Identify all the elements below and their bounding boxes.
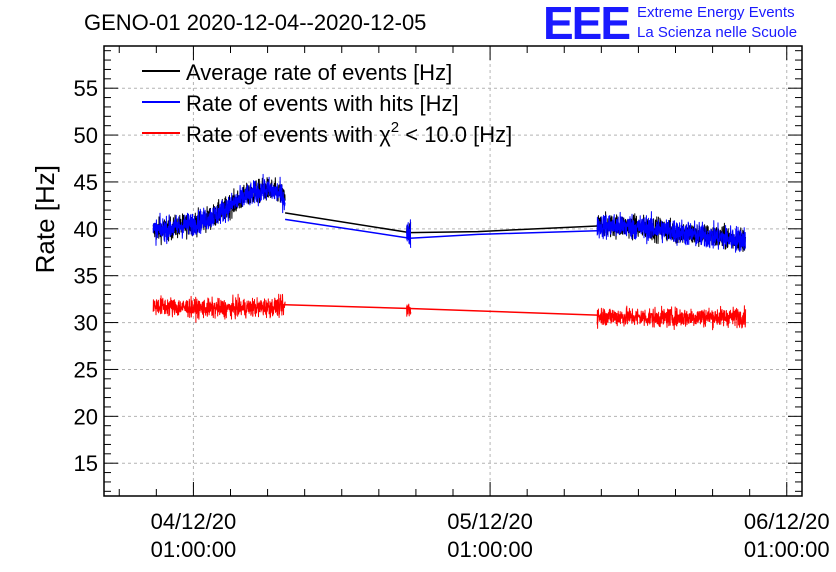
y-tick-label: 45: [74, 170, 98, 195]
y-tick-label: 30: [74, 311, 98, 336]
y-tick-label: 20: [74, 404, 98, 429]
x-tick-label-date: 04/12/20: [151, 509, 237, 534]
legend-label-1: Rate of events with hits [Hz]: [186, 91, 459, 116]
series-2-segment-0: [152, 293, 286, 323]
grid: [104, 46, 802, 496]
axes: 15 20 25 30 35 40 45 50 55 04/12/20 01:00:00 05/12/…: [74, 45, 830, 562]
legend-label-0: Average rate of events [Hz]: [186, 60, 452, 85]
series-1-segment-0: [152, 173, 286, 246]
logo-line-2: La Scienza nelle Scuole: [637, 24, 798, 41]
legend: Average rate of events [Hz] Rate of event…: [142, 60, 512, 147]
x-tick-label-time: 01:00:00: [744, 537, 830, 562]
series-2-segment-2: [406, 303, 412, 317]
y-tick-label: 15: [74, 451, 98, 476]
series-2: [152, 293, 747, 331]
y-tick-label: 40: [74, 217, 98, 242]
y-tick-label: 25: [74, 357, 98, 382]
x-tick-label-date: 06/12/20: [744, 509, 830, 534]
series-1-segment-2: [406, 219, 412, 248]
y-tick-label: 50: [74, 123, 98, 148]
x-tick-label-time: 01:00:00: [151, 537, 237, 562]
series-1-segment-1: [284, 218, 598, 239]
y-tick-label: 55: [74, 76, 98, 101]
logo-line-1: Extreme Energy Events: [637, 4, 795, 21]
legend-label-2: Rate of events with χ2 < 10.0 [Hz]: [186, 119, 512, 147]
series-0-segment-1: [284, 212, 598, 234]
series-2-segment-1: [285, 304, 598, 316]
x-tick-label-date: 05/12/20: [447, 509, 533, 534]
x-tick-label-time: 01:00:00: [447, 537, 533, 562]
series-layer: [152, 173, 747, 331]
series-1-segment-3: [596, 211, 746, 253]
eee-logo: EEE: [543, 0, 631, 49]
series-1: [152, 173, 746, 253]
chart-title: GENO-01 2020-12-04--2020-12-05: [84, 10, 427, 35]
y-tick-label: 35: [74, 264, 98, 289]
series-2-segment-3: [596, 305, 747, 331]
